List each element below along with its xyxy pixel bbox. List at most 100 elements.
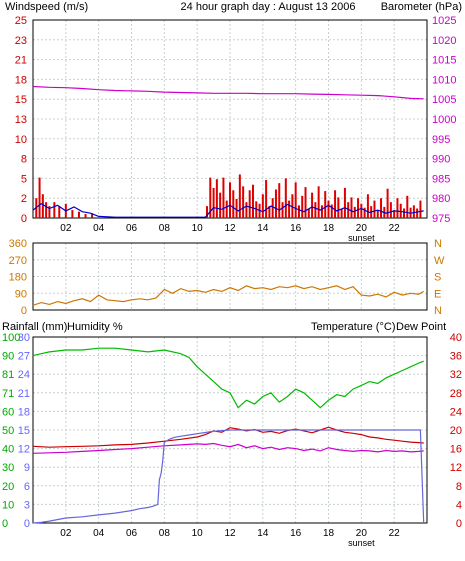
windspeed-tick-label: 5 <box>21 173 27 185</box>
gust-bar <box>232 190 235 218</box>
direction-compass-tick-label: N <box>434 238 442 250</box>
gust-bar <box>357 198 360 218</box>
gust-bar <box>353 206 356 218</box>
gust-bar <box>38 177 41 218</box>
gust-bar <box>419 200 422 218</box>
humidity-axis-title: Humidity % <box>67 321 123 333</box>
temperature-tick-label: 4 <box>456 499 462 511</box>
gust-bar <box>403 208 406 218</box>
wind-hour-tick-label: 06 <box>126 223 138 234</box>
gust-bar <box>225 200 228 218</box>
gust-bar <box>91 213 94 218</box>
gust-bar <box>399 203 402 218</box>
gust-bar <box>380 198 383 218</box>
humidity-tick-label: 40 <box>2 444 14 456</box>
gust-bar <box>340 208 343 218</box>
temperature-tick-label: 24 <box>450 406 462 418</box>
gust-bar <box>242 186 245 218</box>
direction-compass-tick-label: N <box>434 305 442 317</box>
temp-hour-tick-label: 18 <box>323 528 335 539</box>
gust-bar <box>294 182 297 218</box>
gust-bar <box>406 195 409 218</box>
direction-degree-tick-label: 360 <box>9 238 27 250</box>
humidity-tick-label: 50 <box>2 425 14 437</box>
wind-hour-tick-label: 20 <box>356 223 368 234</box>
gust-bar <box>386 188 389 218</box>
gust-bar <box>222 177 225 218</box>
gust-bar <box>248 190 251 218</box>
temp-hour-tick-label: 04 <box>93 528 105 539</box>
rainfall-tick-label: 6 <box>24 481 30 493</box>
humidity-tick-label: 71 <box>2 388 14 400</box>
gust-bar <box>343 187 346 218</box>
barometer-tick-label: 985 <box>432 173 450 185</box>
gust-bar <box>363 207 366 218</box>
gust-bar <box>268 206 271 218</box>
wind-hour-tick-label: 22 <box>389 223 401 234</box>
rainfall-tick-label: 12 <box>18 444 30 456</box>
windspeed-tick-label: 10 <box>15 134 27 146</box>
barometer-tick-label: 1010 <box>432 74 456 86</box>
barometer-tick-label: 990 <box>432 154 450 166</box>
barometer-axis-title: Barometer (hPa) <box>381 1 462 13</box>
gust-bar <box>274 189 277 218</box>
direction-compass-tick-label: W <box>434 255 445 267</box>
temp-hour-tick-label: 20 <box>356 528 368 539</box>
barometer-tick-label: 1015 <box>432 55 456 67</box>
gust-bar <box>229 182 231 218</box>
chart-title: 24 hour graph day : August 13 2006 <box>181 1 356 13</box>
wind-hour-tick-label: 14 <box>257 223 269 234</box>
windspeed-tick-label: 2 <box>21 193 27 205</box>
gust-bar <box>376 210 379 218</box>
direction-compass-tick-label: E <box>434 288 441 300</box>
gust-bar <box>334 190 337 218</box>
temp-hour-tick-label: 06 <box>126 528 138 539</box>
gust-bar <box>235 198 238 218</box>
gust-bar <box>288 200 291 218</box>
temp-hour-tick-label: 02 <box>60 528 72 539</box>
gust-bar <box>261 194 264 218</box>
gust-bar <box>350 197 353 218</box>
gust-bar <box>41 194 44 218</box>
dew-point-line <box>32 442 424 454</box>
windspeed-tick-label: 13 <box>15 114 27 126</box>
windspeed-tick-label: 21 <box>15 55 27 67</box>
temp-panel-frame <box>32 336 428 524</box>
direction-degree-tick-label: 270 <box>9 255 27 267</box>
gust-bar <box>416 208 419 218</box>
temp-hour-tick-label: 16 <box>290 528 302 539</box>
temperature-tick-label: 0 <box>456 518 462 530</box>
gust-bar <box>366 194 369 218</box>
temperature-tick-label: 8 <box>456 481 462 493</box>
gust-bar <box>396 198 399 218</box>
temp-hour-tick-label: 12 <box>224 528 236 539</box>
gust-bar <box>311 192 314 218</box>
wind-pressure-panel: 0258101315182123259759809859909951000100… <box>15 15 457 243</box>
temp-hour-tick-label: 14 <box>257 528 269 539</box>
direction-degree-tick-label: 180 <box>9 272 27 284</box>
dewpoint-axis-title: Dew Point <box>396 321 446 333</box>
gust-bar <box>301 195 304 218</box>
humidity-tick-label: 10 <box>2 499 14 511</box>
gust-bar <box>71 210 74 218</box>
wind-hour-tick-label: 02 <box>60 223 72 234</box>
rainfall-line <box>32 429 425 524</box>
gust-bar <box>314 202 317 218</box>
gust-bar <box>48 206 51 218</box>
rainfall-tick-label: 27 <box>18 351 30 363</box>
gust-bar <box>330 204 333 218</box>
gust-bar <box>360 203 363 218</box>
wind-direction-line <box>32 285 424 306</box>
rainfall-axis-title: Rainfall (mm) <box>2 321 67 333</box>
gust-bar <box>317 186 320 218</box>
gust-bar <box>77 211 80 218</box>
gust-bar <box>84 214 87 218</box>
gust-bar <box>324 191 327 218</box>
gust-bar <box>281 202 284 218</box>
rainfall-tick-label: 3 <box>24 499 30 511</box>
temperature-axis-title: Temperature (°C) <box>311 321 395 333</box>
